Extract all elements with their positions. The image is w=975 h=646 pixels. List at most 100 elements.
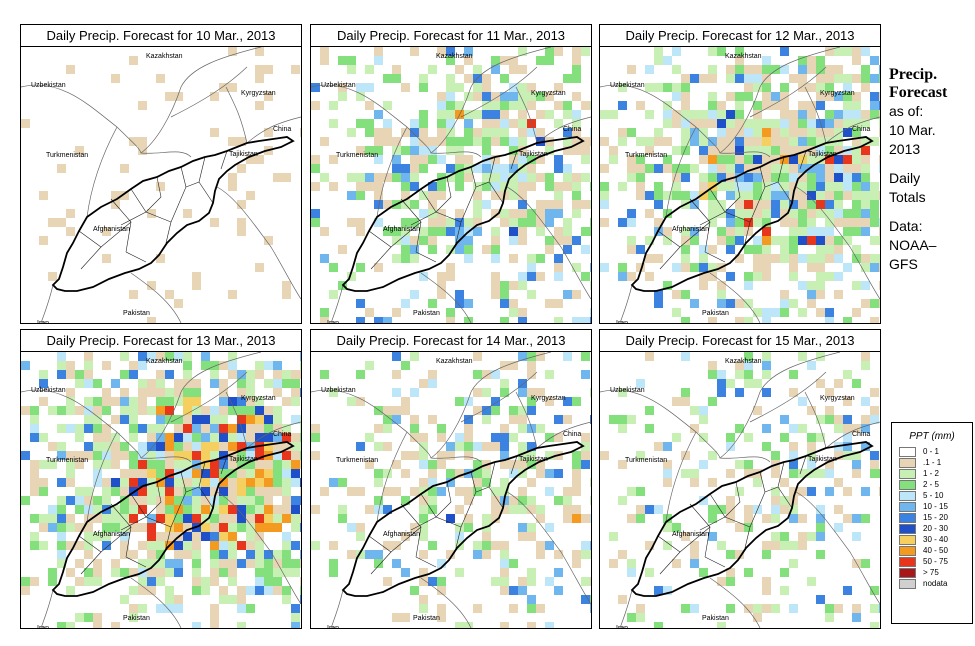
country-border [460,371,538,423]
forecast-info: Precip. Forecast as of: 10 Mar. 2013 Dai… [889,66,973,274]
legend-title: PPT (mm) [909,431,955,442]
country-label-tajikistan: Tajikistan [519,151,548,158]
province-border [410,211,437,226]
country-border [140,47,262,154]
country-label-kyrgyzstan: Kyrgyzstan [531,395,566,402]
forecast-panel-5: Daily Precip. Forecast for 14 Mar., 2013… [310,329,592,629]
precip-grid [21,47,301,323]
province-border [145,176,162,213]
country-label-iran: Iran [327,625,339,628]
country-border [246,116,301,144]
country-label-kyrgyzstan: Kyrgyzstan [241,90,276,97]
province-border [410,516,437,531]
province-border [80,551,102,575]
panel-title: Daily Precip. Forecast for 12 Mar., 2013 [599,24,881,48]
country-border [825,421,880,449]
province-border [704,251,726,263]
country-label-iran: Iran [616,625,628,628]
country-label-turkmenistan: Turkmenistan [625,457,667,464]
legend-swatch [899,458,916,468]
country-border [21,84,192,158]
country-border [376,431,408,523]
country-label-china: China [852,126,870,133]
province-border [415,556,437,568]
info-date-line2: 2013 [889,141,921,157]
country-border [330,589,344,628]
country-label-kyrgyzstan: Kyrgyzstan [820,395,855,402]
province-border [198,181,214,204]
country-label-pakistan: Pakistan [413,310,440,317]
legend-item: nodata [892,579,972,590]
country-label-pakistan: Pakistan [702,310,729,317]
country-border [21,389,192,463]
map-canvas: Uzbekistan Kazakhstan Kyrgyzstan China Tajik… [600,352,880,628]
province-border [455,526,462,549]
country-label-china: China [563,126,581,133]
info-title-line1: Precip. [889,66,938,83]
country-label-tajikistan: Tajikistan [808,456,837,463]
country-label-turkmenistan: Turkmenistan [625,152,667,159]
forecast-panel-3: Daily Precip. Forecast for 12 Mar., 2013… [599,24,881,324]
country-border [40,589,54,628]
panel-title: Daily Precip. Forecast for 11 Mar., 2013 [310,24,592,48]
province-border [120,211,147,226]
country-label-uzbekistan: Uzbekistan [610,387,645,394]
country-label-kazakhstan: Kazakhstan [146,358,183,365]
country-border [804,391,827,449]
legend-label: 2 - 5 [923,480,940,489]
country-border [216,186,301,300]
precip-grid [600,47,880,323]
province-border [455,221,462,244]
country-border [536,116,591,144]
legend-swatch [899,447,916,457]
province-border [165,221,172,244]
precip-map: Uzbekistan Kazakhstan Kyrgyzstan China Tajik… [310,46,592,324]
precip-map: Uzbekistan Kazakhstan Kyrgyzstan China Tajik… [310,351,592,629]
country-label-uzbekistan: Uzbekistan [31,82,66,89]
country-label-pakistan: Pakistan [702,615,729,622]
country-label-afghanistan: Afghanistan [93,531,130,538]
legend-label: 5 - 10 [923,491,944,500]
province-border [125,556,147,568]
country-label-uzbekistan: Uzbekistan [610,82,645,89]
forecast-panel-1: Daily Precip. Forecast for 10 Mar., 2013… [20,24,302,324]
country-border [749,371,827,423]
legend-label: > 75 [923,568,939,577]
afghanistan-border [51,441,295,597]
country-border [140,352,262,459]
legend-item: 1 - 2 [892,469,972,480]
info-date-line1: 10 Mar. [889,122,936,138]
country-border [795,491,880,605]
country-border [420,272,472,323]
legend-swatch [899,469,916,479]
info-asof: as of: [889,103,924,119]
afghanistan-border [341,441,585,597]
province-border [435,176,452,213]
country-label-kyrgyzstan: Kyrgyzstan [241,395,276,402]
province-border [370,246,392,270]
province-border [488,486,504,509]
country-label-afghanistan: Afghanistan [93,226,130,233]
country-label-kazakhstan: Kazakhstan [146,53,183,60]
afghanistan-border [341,136,585,292]
legend-label: 15 - 20 [923,513,948,522]
precip-map: Uzbekistan Kazakhstan Kyrgyzstan China Tajik… [599,46,881,324]
forecast-panel-2: Daily Precip. Forecast for 11 Mar., 2013… [310,24,592,324]
country-border [719,352,841,459]
province-border [699,211,726,226]
country-border [795,186,880,300]
country-label-kazakhstan: Kazakhstan [436,358,473,365]
country-border [86,126,118,218]
legend-swatch [899,480,916,490]
legend-item: .1 - 1 [892,458,972,469]
map-canvas: Uzbekistan Kazakhstan Kyrgyzstan China Tajik… [21,47,301,323]
country-label-tajikistan: Tajikistan [808,151,837,158]
country-label-iran: Iran [327,320,339,323]
legend-swatch [899,524,916,534]
province-border [220,455,228,475]
country-border [825,116,880,144]
precip-grid [600,352,880,628]
panel-title: Daily Precip. Forecast for 14 Mar., 2013 [310,329,592,353]
country-label-turkmenistan: Turkmenistan [336,457,378,464]
legend-swatch [899,513,916,523]
